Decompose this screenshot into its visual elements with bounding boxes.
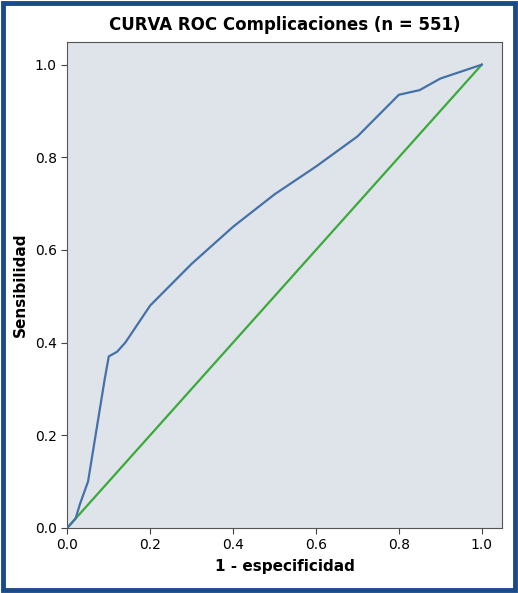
Title: CURVA ROC Complicaciones (n = 551): CURVA ROC Complicaciones (n = 551) — [109, 17, 461, 34]
X-axis label: 1 - especificidad: 1 - especificidad — [215, 559, 355, 574]
Y-axis label: Sensibilidad: Sensibilidad — [13, 232, 28, 337]
